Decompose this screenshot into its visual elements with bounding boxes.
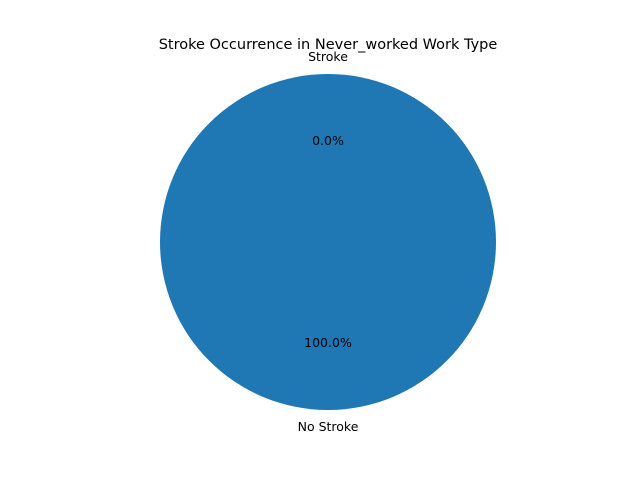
category-label-no-stroke: No Stroke <box>298 419 359 434</box>
chart-title: Stroke Occurrence in Never_worked Work T… <box>159 37 498 53</box>
percent-label-no-stroke: 100.0% <box>304 335 352 350</box>
pie-slices <box>160 74 496 410</box>
category-label-stroke: Stroke <box>308 49 348 64</box>
percent-label-stroke: 0.0% <box>312 133 344 148</box>
slice-no-stroke <box>160 74 496 410</box>
pie-labels: No Stroke 100.0% Stroke 0.0% <box>298 49 359 434</box>
